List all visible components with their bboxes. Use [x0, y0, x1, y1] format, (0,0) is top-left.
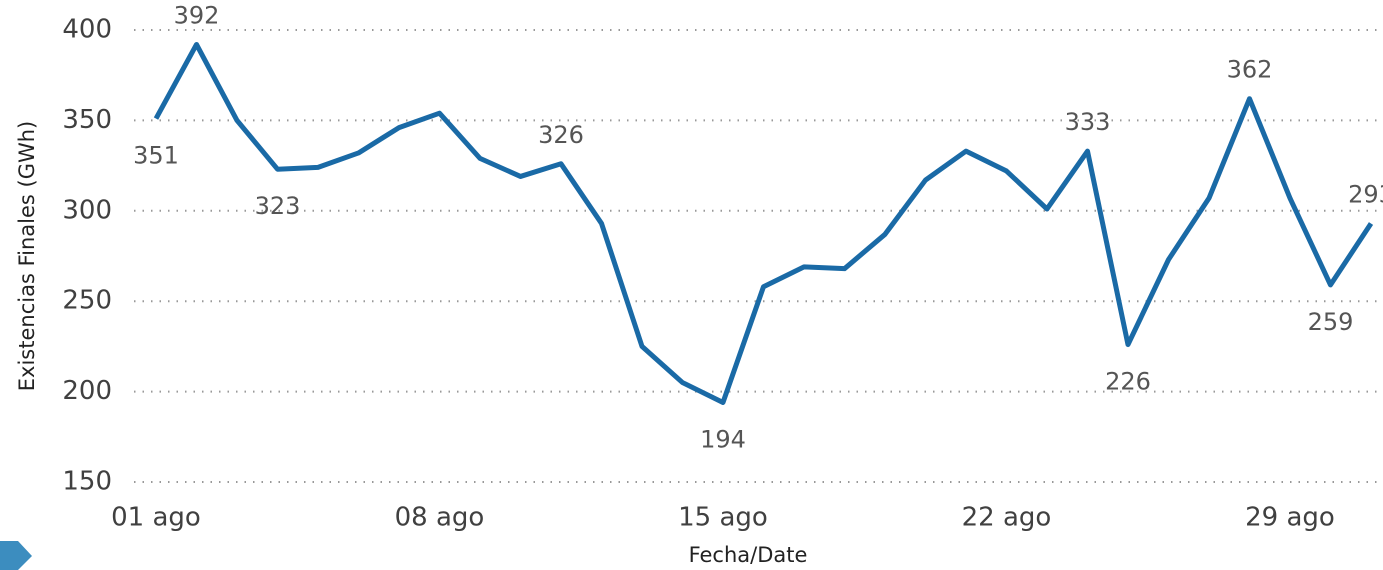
- line: [153, 41, 1374, 405]
- y-tick-label: 250: [62, 286, 112, 316]
- x-axis-label: Fecha/Date: [689, 543, 808, 567]
- decoration: [0, 541, 32, 570]
- data-label: 259: [1308, 308, 1354, 336]
- data-label: 326: [538, 121, 584, 149]
- x-tick-label: 29 ago: [1245, 503, 1335, 533]
- data-label: 323: [255, 192, 301, 220]
- data-label: 293: [1348, 180, 1383, 208]
- y-tick-label: 400: [62, 15, 112, 45]
- data-label: 351: [133, 142, 179, 170]
- data-label: 333: [1065, 108, 1111, 136]
- data-label: 392: [174, 1, 220, 29]
- y-tick-label: 300: [62, 195, 112, 225]
- y-tick-label: 350: [62, 105, 112, 135]
- data-label: 362: [1227, 56, 1273, 84]
- y-tick-label: 200: [62, 376, 112, 406]
- y-tick-label: 150: [62, 467, 112, 497]
- x-tick-label: 15 ago: [678, 503, 768, 533]
- data-label: 226: [1105, 368, 1151, 396]
- y-axis-label: Existencias Finales (GWh): [15, 121, 39, 391]
- x-tick-label: 22 ago: [962, 503, 1052, 533]
- x-tick-label: 01 ago: [111, 503, 201, 533]
- data-label: 194: [700, 425, 746, 453]
- x-tick-label: 08 ago: [395, 503, 485, 533]
